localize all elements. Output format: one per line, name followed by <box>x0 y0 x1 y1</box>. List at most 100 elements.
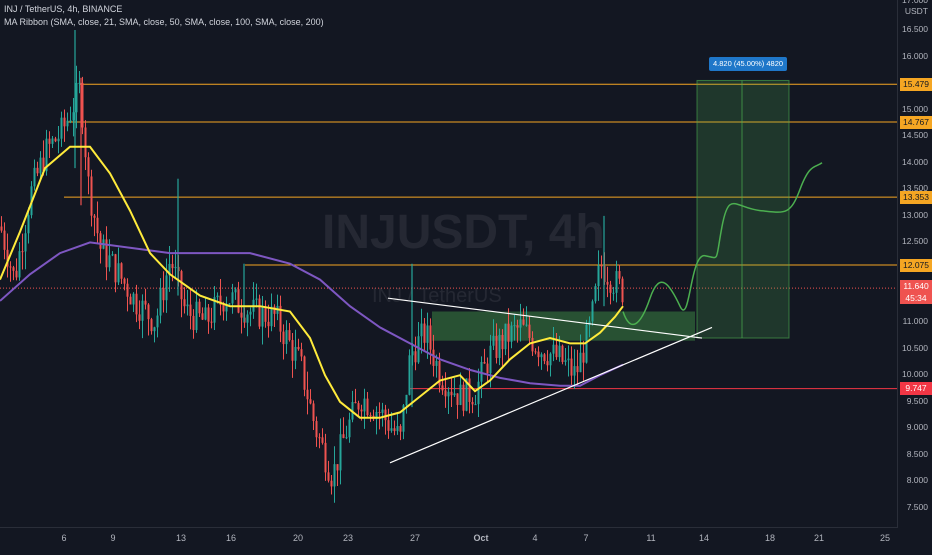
candle-body <box>201 313 204 320</box>
candle-body <box>453 393 456 396</box>
candle-body <box>477 381 480 405</box>
candle-body <box>537 351 540 358</box>
price-tick: 14.500 <box>902 130 928 141</box>
candle-body <box>273 306 276 314</box>
candle-body <box>486 363 489 374</box>
price-tick: 13.000 <box>902 209 928 220</box>
candle-body <box>522 319 525 325</box>
target-box <box>696 79 790 339</box>
time-tick: 4 <box>532 533 538 543</box>
candle-body <box>45 138 48 172</box>
price-tick: 8.500 <box>906 448 928 459</box>
candle-body <box>216 295 219 298</box>
candle-body <box>132 293 135 305</box>
price-tick: 10.500 <box>902 342 928 353</box>
candle-body <box>6 249 9 267</box>
candle-body <box>432 349 435 366</box>
candle-body <box>393 428 396 432</box>
candle-body <box>405 394 408 406</box>
candle-body <box>255 298 258 300</box>
candle-body <box>138 314 141 321</box>
candle-body <box>612 292 615 294</box>
level-price-tag: 15.479 <box>900 77 932 91</box>
candle-body <box>396 426 399 432</box>
candle-body <box>519 319 522 328</box>
candle-body <box>90 176 93 216</box>
candle-body <box>426 325 429 343</box>
candle-body <box>417 336 420 363</box>
candle-body <box>189 304 192 316</box>
candle-body <box>462 384 465 411</box>
candle-body <box>387 420 390 431</box>
time-tick: 21 <box>813 533 825 543</box>
symbol-title[interactable]: INJ / TetherUS, 4h, BINANCE <box>4 4 123 14</box>
candle-body <box>60 117 63 139</box>
candle-body <box>525 324 528 326</box>
candle-body <box>399 426 402 432</box>
candle-body <box>225 304 228 312</box>
candle-body <box>423 323 426 343</box>
time-tick: 11 <box>646 533 656 543</box>
candle-body <box>621 278 624 303</box>
candle-body <box>270 306 273 327</box>
candle-body <box>447 391 450 397</box>
candle-body <box>279 305 282 332</box>
candle-body <box>564 360 567 362</box>
demand-zone <box>432 311 695 341</box>
candle-body <box>318 437 321 439</box>
candle-body <box>414 351 417 363</box>
candle-body <box>498 334 501 358</box>
indicator-legend[interactable]: MA Ribbon (SMA, close, 21, SMA, close, 5… <box>4 17 324 27</box>
candle-body <box>552 344 555 354</box>
candle-body <box>609 284 612 293</box>
candle-body <box>513 325 516 327</box>
candle-body <box>195 301 198 331</box>
ma-200-line <box>0 241 624 387</box>
candle-body <box>606 281 609 285</box>
candle-body <box>438 361 441 386</box>
candle-body <box>135 293 138 315</box>
candle-body <box>585 324 588 363</box>
projected-path <box>622 162 823 326</box>
price-tick: 15.000 <box>902 103 928 114</box>
candle-body <box>72 112 75 121</box>
candle-body <box>576 366 579 373</box>
price-tick: 7.500 <box>906 502 928 512</box>
candle-body <box>528 324 531 338</box>
candle-body <box>555 344 558 358</box>
candle-body <box>312 403 315 422</box>
candle-body <box>366 398 369 416</box>
level-price-tag: 9.747 <box>900 382 932 396</box>
candle-body <box>228 303 231 305</box>
candle-body <box>87 157 90 177</box>
candle-body <box>249 311 252 315</box>
price-tick: 11.000 <box>902 316 928 327</box>
candle-body <box>3 230 6 250</box>
time-tick: 18 <box>764 533 776 543</box>
candle-body <box>21 251 24 253</box>
candle-body <box>459 384 462 405</box>
candle-body <box>18 251 21 278</box>
candle-body <box>357 403 360 410</box>
candle-body <box>495 335 498 358</box>
candle-body <box>126 283 129 297</box>
candle-body <box>600 265 603 267</box>
candle-body <box>588 321 591 325</box>
candle-body <box>207 307 210 322</box>
position-tool-label[interactable]: 4.820 (45.00%) 4820 <box>709 57 788 71</box>
price-tick: 16.000 <box>902 50 928 61</box>
candle-body <box>441 385 444 391</box>
candle-body <box>111 254 114 256</box>
candle-body <box>36 167 39 174</box>
current-price-tag: 11.640 <box>900 280 932 293</box>
candle-body <box>435 361 438 366</box>
time-tick: 13 <box>175 533 187 543</box>
candle-body <box>300 349 303 357</box>
candle-body <box>282 331 285 345</box>
candle-body <box>483 361 486 364</box>
candle-body <box>198 301 201 314</box>
candle-body <box>579 352 582 373</box>
